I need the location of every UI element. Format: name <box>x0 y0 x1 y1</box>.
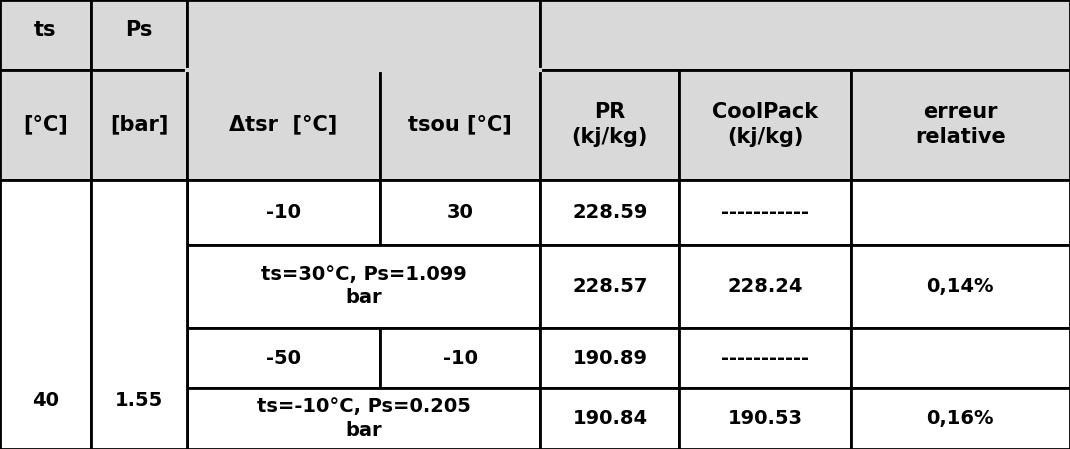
Text: erreur
relative: erreur relative <box>915 102 1006 147</box>
Bar <box>679 245 851 328</box>
Bar <box>679 328 851 388</box>
Bar <box>91 0 187 70</box>
Bar <box>540 0 1070 70</box>
Text: 190.89: 190.89 <box>572 348 647 368</box>
Text: -10: -10 <box>443 348 477 368</box>
Text: tsou [°C]: tsou [°C] <box>409 114 511 135</box>
Bar <box>380 180 540 245</box>
Bar <box>679 388 851 449</box>
Bar <box>679 70 851 180</box>
Bar <box>851 70 1070 180</box>
Text: 0,14%: 0,14% <box>927 277 994 296</box>
Text: [°C]: [°C] <box>24 114 67 135</box>
Bar <box>540 245 679 328</box>
Bar <box>851 180 1070 245</box>
Bar <box>187 0 540 70</box>
Bar <box>187 388 540 449</box>
Bar <box>851 388 1070 449</box>
Bar <box>380 70 540 180</box>
Bar <box>0 70 91 180</box>
Text: 1.55: 1.55 <box>114 391 164 410</box>
Text: CoolPack
(kj/kg): CoolPack (kj/kg) <box>712 102 819 147</box>
Text: [bar]: [bar] <box>110 114 168 135</box>
Text: -----------: ----------- <box>721 348 809 368</box>
Bar <box>851 328 1070 388</box>
Bar <box>91 180 187 449</box>
Text: 190.84: 190.84 <box>572 409 647 428</box>
Text: -50: -50 <box>266 348 301 368</box>
Text: 40: 40 <box>32 391 59 410</box>
Text: -10: -10 <box>266 202 301 222</box>
Text: 190.53: 190.53 <box>728 409 802 428</box>
Bar <box>679 180 851 245</box>
Text: PR
(kj/kg): PR (kj/kg) <box>571 102 648 147</box>
Text: Ps: Ps <box>125 20 153 40</box>
Bar <box>540 328 679 388</box>
Bar <box>851 245 1070 328</box>
Text: 228.24: 228.24 <box>728 277 802 296</box>
Bar <box>540 70 679 180</box>
Bar <box>540 388 679 449</box>
Bar <box>540 180 679 245</box>
Bar <box>187 70 380 180</box>
Text: Δtsr  [°C]: Δtsr [°C] <box>229 114 338 135</box>
Text: 0,16%: 0,16% <box>927 409 994 428</box>
Bar <box>187 245 540 328</box>
Text: ts=-10°C, Ps=0.205
bar: ts=-10°C, Ps=0.205 bar <box>257 397 471 440</box>
Text: 228.59: 228.59 <box>572 202 647 222</box>
Text: ts=30°C, Ps=1.099
bar: ts=30°C, Ps=1.099 bar <box>261 265 467 308</box>
Text: ts: ts <box>34 20 57 40</box>
Bar <box>187 328 380 388</box>
Text: -----------: ----------- <box>721 202 809 222</box>
Bar <box>0 180 91 449</box>
Bar <box>187 180 380 245</box>
Text: 228.57: 228.57 <box>572 277 647 296</box>
Text: 30: 30 <box>446 202 474 222</box>
Bar <box>0 0 91 70</box>
Bar <box>380 328 540 388</box>
Bar <box>91 70 187 180</box>
